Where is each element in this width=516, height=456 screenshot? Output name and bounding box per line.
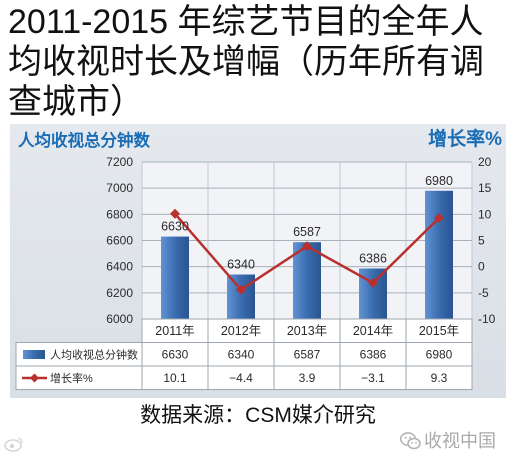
table-value: 10.1: [163, 371, 187, 385]
table-category-label: 2015年: [419, 324, 459, 338]
y-left-tick-label: 6600: [106, 234, 133, 248]
growth-rate-marker-4: [368, 277, 378, 288]
source-note: 数据来源：CSM媒介研究: [140, 404, 376, 427]
y-left-tick-label: 6200: [106, 286, 133, 300]
y-right-axis-title: 增长率%: [428, 129, 502, 150]
y-right-tick-label: 10: [478, 207, 492, 221]
bar-data-label-3: 6587: [293, 225, 321, 239]
bar-5: [425, 190, 453, 319]
legend-bar-swatch: [23, 350, 45, 359]
table-category-label: 2011年: [155, 324, 194, 338]
bar-data-label-2: 6340: [227, 258, 255, 272]
table-category-label: 2012年: [221, 324, 261, 338]
legend-label: 人均收视总分钟数: [50, 348, 138, 362]
table-value: 6980: [426, 348, 453, 362]
legend-label: 增长率%: [50, 371, 93, 385]
table-value: 6630: [162, 348, 189, 362]
table-value: −4.4: [229, 371, 253, 385]
wechat-watermark: 收视中国: [399, 430, 500, 452]
growth-rate-marker-5: [434, 212, 444, 223]
bar-1: [161, 236, 189, 319]
y-left-tick-label: 7200: [106, 155, 133, 169]
table-value: 6386: [360, 348, 387, 362]
y-right-tick-label: 5: [478, 234, 485, 248]
wechat-account-name: 收视中国: [424, 431, 496, 451]
growth-rate-marker-1: [170, 208, 180, 219]
y-left-axis-title: 人均收视总分钟数: [18, 132, 150, 150]
y-right-tick-label: 15: [478, 181, 492, 195]
y-left-tick-label: 6800: [106, 207, 133, 221]
table-value: 6340: [228, 348, 255, 362]
y-left-tick-label: 7000: [106, 181, 133, 195]
y-right-tick-label: -5: [478, 286, 489, 300]
y-left-tick-label: 6400: [106, 260, 133, 274]
bar-data-label-5: 6980: [425, 174, 453, 188]
table-value: −3.1: [361, 371, 385, 385]
wechat-icon: [399, 432, 421, 450]
growth-rate-marker-2: [236, 284, 246, 295]
table-category-label: 2013年: [287, 324, 327, 338]
growth-rate-marker-3: [302, 241, 312, 252]
weibo-icon: [4, 436, 24, 452]
bar-data-label-4: 6386: [359, 251, 387, 265]
y-right-tick-label: 0: [478, 260, 485, 274]
bar-data-label-1: 6630: [161, 220, 189, 234]
y-right-tick-label: 20: [478, 155, 492, 169]
table-value: 3.9: [299, 371, 316, 385]
y-left-tick-label: 6000: [106, 312, 133, 326]
table-value: 9.3: [431, 371, 448, 385]
table-value: 6587: [294, 348, 321, 362]
table-category-label: 2014年: [353, 324, 393, 338]
bar-3: [293, 242, 321, 319]
legend-line-marker: [30, 373, 39, 383]
table-value-cell: [405, 365, 473, 390]
page-title: 2011-2015 年综艺节目的全年人均收视时长及增幅（历年所有调查城市）: [8, 3, 484, 121]
bar-2: [227, 274, 255, 319]
y-right-tick-label: -10: [478, 312, 496, 326]
